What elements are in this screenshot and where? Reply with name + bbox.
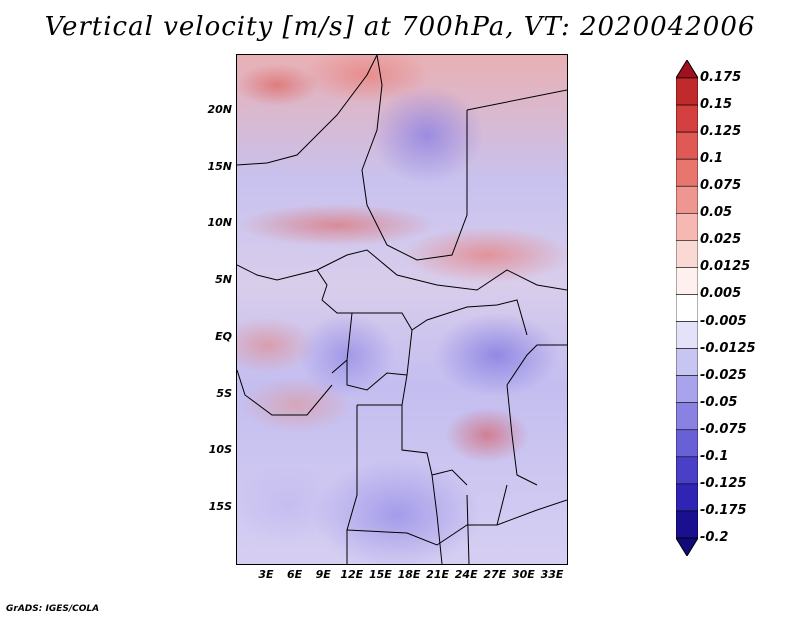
lat-label: 10S — [208, 443, 232, 457]
colorbar-tick-label: 0.0125 — [700, 259, 751, 275]
border-line — [347, 312, 413, 376]
colorbar-swatch — [676, 348, 698, 376]
lon-label: 6E — [287, 568, 303, 581]
colorbar-tick-label: -0.05 — [700, 394, 738, 410]
lat-label: 15S — [208, 499, 232, 513]
colorbar-swatch — [676, 267, 698, 295]
border-line — [431, 474, 443, 564]
colorbar-tick-label: -0.075 — [700, 421, 747, 437]
lat-label: 10N — [207, 216, 232, 230]
colorbar-swatch — [676, 402, 698, 431]
border-line — [506, 344, 567, 386]
lat-label: 20N — [207, 103, 232, 116]
lon-label: 9E — [315, 568, 331, 581]
colorbar-tick-label: -0.025 — [700, 367, 747, 383]
colorbar-swatch — [676, 321, 698, 349]
border-line — [496, 499, 567, 526]
colorbar-tick-label: -0.1 — [700, 448, 729, 464]
map-field-plot — [236, 54, 568, 565]
border-line — [361, 55, 468, 261]
border-line — [466, 89, 567, 111]
lon-label: 21E — [426, 568, 449, 581]
colorbar-tick-label: 0.125 — [700, 124, 742, 140]
lat-label: 5S — [216, 386, 232, 400]
colorbar-tick-label: 0.05 — [700, 205, 733, 221]
colorbar-swatch — [676, 104, 698, 133]
colorbar-tick-label: 0.005 — [700, 286, 742, 302]
border-line — [346, 484, 508, 546]
colorbar-swatch — [676, 510, 698, 539]
colorbar-tick-label: -0.0125 — [700, 340, 756, 356]
colorbar-tick-label: -0.175 — [700, 502, 747, 518]
colorbar-swatch — [676, 131, 698, 160]
lon-label: 18E — [397, 568, 421, 581]
border-line — [506, 384, 538, 486]
colorbar-swatch — [676, 483, 698, 512]
lat-label: 15N — [207, 159, 232, 173]
colorbar-top-arrow — [676, 60, 698, 79]
colorbar-tick-label: 0.1 — [700, 151, 724, 167]
colorbar-swatch — [676, 212, 698, 241]
border-line — [346, 360, 408, 391]
lon-label: 3E — [258, 568, 274, 581]
country-borders-overlay — [237, 55, 567, 564]
border-line — [237, 55, 378, 166]
colorbar-swatch — [676, 429, 698, 458]
colorbar-swatch — [676, 77, 698, 106]
plot-title: Vertical velocity [m/s] at 700hPa, VT: 2… — [44, 12, 756, 42]
lon-label: 27E — [483, 568, 507, 581]
colorbar-tick-label: -0.2 — [700, 530, 729, 545]
credit-label: GrADS: IGES/COLA — [6, 604, 100, 614]
lon-label: 24E — [454, 568, 478, 581]
border-line — [401, 374, 468, 486]
coastline — [237, 369, 333, 416]
colorbar-tick-label: -0.005 — [700, 313, 747, 329]
border-line — [316, 249, 567, 291]
lat-label: 5N — [215, 273, 232, 287]
colorbar-tick-label: -0.125 — [700, 475, 747, 491]
lat-label: EQ — [215, 329, 232, 343]
lon-label: 15E — [368, 568, 392, 581]
colorbar-bottom-arrow — [676, 537, 698, 556]
border-line — [466, 494, 470, 564]
border-line — [346, 405, 358, 564]
lon-label: 33E — [540, 568, 564, 581]
colorbar-swatch — [676, 240, 698, 268]
colorbar-swatch — [676, 158, 698, 187]
lon-label: 30E — [511, 568, 535, 581]
colorbar-swatch — [676, 456, 698, 485]
colorbar-swatch — [676, 294, 698, 322]
border-line — [411, 299, 528, 336]
border-line — [237, 264, 328, 301]
lon-label: 12E — [340, 568, 364, 581]
colorbar-tick-label: 0.175 — [700, 70, 742, 85]
colorbar-swatch — [676, 185, 698, 214]
colorbar-tick-label: 0.075 — [700, 178, 742, 194]
colorbar-swatch — [676, 375, 698, 404]
colorbar-tick-label: 0.15 — [700, 97, 733, 113]
colorbar — [676, 60, 698, 556]
colorbar-tick-label: 0.025 — [700, 232, 742, 248]
